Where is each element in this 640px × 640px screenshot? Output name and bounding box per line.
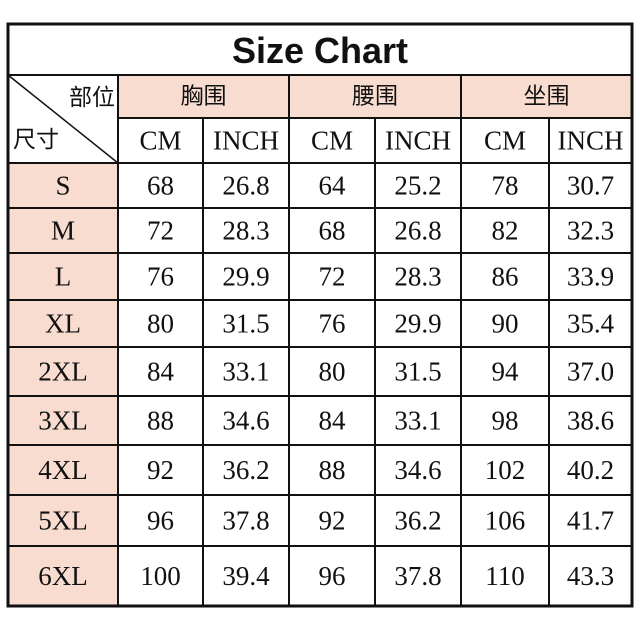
measurement: 34.6 <box>222 406 269 436</box>
measurement: 76 <box>319 309 346 339</box>
measurement: 72 <box>147 216 174 246</box>
measurement: 41.7 <box>567 506 614 536</box>
measurement: 32.3 <box>567 216 614 246</box>
corner-diagonal <box>7 74 119 164</box>
measurement: 43.3 <box>567 561 614 591</box>
measurement: 94 <box>492 357 520 387</box>
measurement: 38.6 <box>567 406 614 436</box>
group-header: 坐围 <box>524 84 570 110</box>
group-header: 胸围 <box>181 84 227 110</box>
measurement: 92 <box>319 506 346 536</box>
measurement: 31.5 <box>394 357 441 387</box>
title: Size Chart <box>232 30 408 71</box>
measurement: 37.8 <box>394 561 441 591</box>
size-label: 4XL <box>38 455 88 485</box>
size-column-bg <box>8 163 118 606</box>
measurement: 26.8 <box>394 216 441 246</box>
measurement: 26.8 <box>222 171 269 201</box>
measurement: 36.2 <box>394 506 441 536</box>
measurement: 106 <box>485 506 526 536</box>
unit-header: CM <box>311 126 353 156</box>
measurement: 80 <box>319 357 346 387</box>
unit-header: CM <box>139 126 181 156</box>
measurement: 37.8 <box>222 506 269 536</box>
measurement: 84 <box>319 406 347 436</box>
measurement: 98 <box>492 406 519 436</box>
measurement: 33.1 <box>394 406 441 436</box>
measurement: 102 <box>485 455 526 485</box>
measurement: 28.3 <box>222 216 269 246</box>
measurement: 33.1 <box>222 357 269 387</box>
measurement: 72 <box>319 262 346 292</box>
measurement: 39.4 <box>222 561 270 591</box>
measurement: 30.7 <box>567 171 614 201</box>
group-header-bg <box>118 75 289 118</box>
measurement: 25.2 <box>394 171 441 201</box>
measurement: 34.6 <box>394 455 441 485</box>
measurement: 88 <box>319 455 346 485</box>
size-label: 3XL <box>38 406 88 436</box>
measurement: 96 <box>147 506 174 536</box>
measurement: 37.0 <box>567 357 614 387</box>
measurement: 96 <box>319 561 346 591</box>
measurement: 82 <box>492 216 519 246</box>
size-label: 2XL <box>38 357 88 387</box>
corner-bottom: 尺寸 <box>13 127 59 153</box>
measurement: 36.2 <box>222 455 269 485</box>
group-header-bg <box>289 75 461 118</box>
size-label: 6XL <box>38 561 88 591</box>
size-label: 5XL <box>38 506 88 536</box>
size-label: M <box>51 216 75 246</box>
unit-header: INCH <box>213 126 279 156</box>
measurement: 29.9 <box>222 262 269 292</box>
measurement: 64 <box>319 171 347 201</box>
measurement: 78 <box>492 171 519 201</box>
group-header-bg <box>461 75 632 118</box>
group-header: 腰围 <box>352 84 398 110</box>
outer-border <box>6 22 634 608</box>
measurement: 90 <box>492 309 519 339</box>
measurement: 110 <box>485 561 525 591</box>
measurement: 68 <box>147 171 174 201</box>
unit-header: INCH <box>385 126 451 156</box>
measurement: 86 <box>492 262 519 292</box>
measurement: 68 <box>319 216 346 246</box>
measurement: 76 <box>147 262 174 292</box>
size-label: L <box>55 262 72 292</box>
corner-top: 部位 <box>69 85 115 111</box>
measurement: 84 <box>147 357 175 387</box>
size-label: S <box>55 171 70 201</box>
measurement: 40.2 <box>567 455 614 485</box>
measurement: 31.5 <box>222 309 269 339</box>
measurement: 28.3 <box>394 262 441 292</box>
measurement: 33.9 <box>567 262 614 292</box>
measurement: 35.4 <box>567 309 615 339</box>
unit-header: CM <box>484 126 526 156</box>
measurement: 88 <box>147 406 174 436</box>
measurement: 92 <box>147 455 174 485</box>
measurement: 100 <box>140 561 181 591</box>
size-label: XL <box>45 309 81 339</box>
measurement: 80 <box>147 309 174 339</box>
measurement: 29.9 <box>394 309 441 339</box>
unit-header: INCH <box>558 126 624 156</box>
